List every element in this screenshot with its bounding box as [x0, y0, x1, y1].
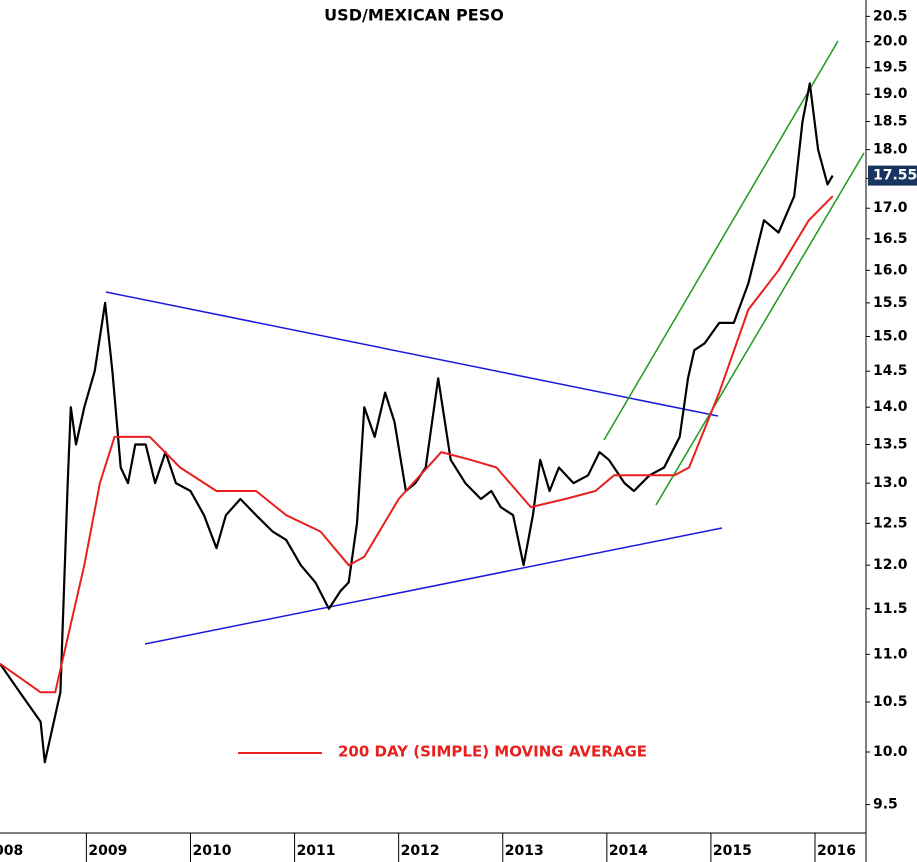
y-tick-label: 11.5 [873, 601, 908, 617]
last-price-label: 17.55 [873, 168, 917, 184]
chart-title: USD/MEXICAN PESO [324, 6, 504, 25]
x-tick-label: 2012 [401, 843, 440, 859]
legend-label: 200 DAY (SIMPLE) MOVING AVERAGE [338, 743, 647, 761]
y-tick-label: 18.5 [873, 114, 908, 130]
support-trendline [144, 527, 723, 645]
y-tick-label: 15.5 [873, 295, 908, 311]
moving-average-line [0, 195, 834, 694]
y-tick-label: 14.0 [873, 399, 908, 415]
y-tick-label: 18.0 [873, 142, 908, 158]
y-tick-label: 10.5 [873, 694, 908, 710]
y-tick-label: 19.0 [873, 86, 908, 102]
x-tick-label: 2010 [192, 843, 231, 859]
resistance-trendline [105, 291, 719, 417]
y-tick-label: 20.0 [873, 34, 908, 50]
x-tick-label: 2008 [0, 843, 23, 859]
last-price-box [868, 165, 917, 186]
y-tick-label: 12.5 [873, 515, 908, 531]
y-tick-label: 13.0 [873, 475, 908, 491]
x-tick-label: 2013 [505, 843, 544, 859]
y-tick-label: 16.0 [873, 262, 908, 278]
y-tick-label: 9.5 [873, 797, 898, 813]
x-tick-label: 2016 [817, 843, 856, 859]
y-tick-label: 11.0 [873, 646, 908, 662]
y-tick-label: 16.5 [873, 231, 908, 247]
y-tick-label: 12.0 [873, 557, 908, 573]
channel-lower-line [655, 152, 865, 506]
y-tick-label: 17.0 [873, 200, 908, 216]
x-tick-label: 2015 [713, 843, 752, 859]
y-tick-label: 15.0 [873, 328, 908, 344]
x-tick-label: 2014 [609, 843, 648, 859]
y-tick-label: 19.5 [873, 60, 908, 76]
y-tick-label: 20.5 [873, 8, 908, 24]
y-tick-label: 14.5 [873, 363, 908, 379]
channel-upper-line [603, 40, 839, 441]
x-tick-label: 2011 [297, 843, 336, 859]
x-tick-label: 2009 [88, 843, 127, 859]
y-tick-label: 10.0 [873, 744, 908, 760]
y-tick-label: 13.5 [873, 436, 908, 452]
